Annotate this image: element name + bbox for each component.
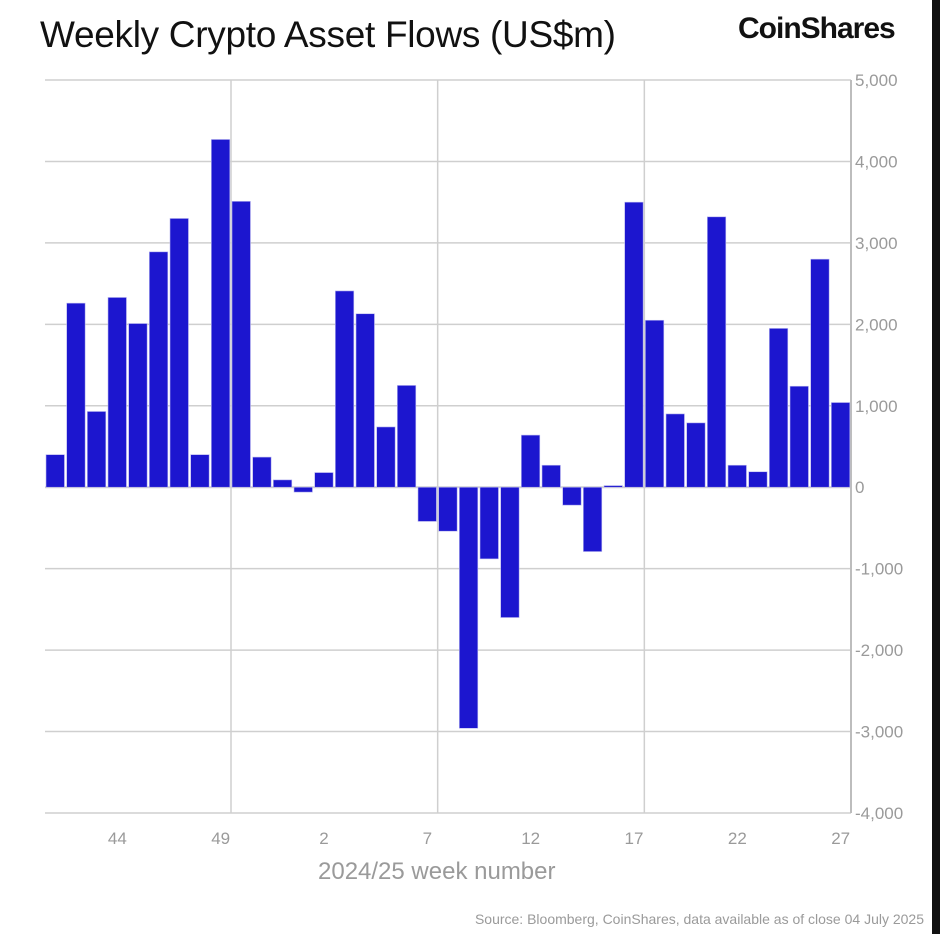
x-tick-label: 7 — [423, 829, 432, 848]
bar-week-12 — [521, 434, 541, 488]
bar-week-19 — [665, 413, 685, 488]
bar-week-45 — [128, 323, 148, 488]
bar-week-47 — [169, 218, 189, 488]
x-tick-label: 12 — [521, 829, 540, 848]
bar-week-46 — [149, 251, 169, 488]
y-tick-label: -1,000 — [855, 560, 903, 579]
bar-week-43 — [87, 411, 107, 488]
bar-week-1 — [293, 486, 313, 493]
bar-week-16 — [603, 485, 623, 488]
x-axis-label: 2024/25 week number — [318, 858, 556, 885]
bar-week-49 — [211, 139, 231, 488]
bar-week-3 — [335, 290, 355, 488]
bar-week-48 — [190, 454, 210, 488]
y-tick-label: 0 — [855, 478, 864, 497]
bar-week-24 — [769, 328, 789, 488]
bar-week-13 — [541, 464, 561, 488]
bar-week-14 — [562, 486, 582, 506]
window-edge — [932, 0, 940, 934]
x-tick-label: 2 — [319, 829, 328, 848]
bar-week-5 — [376, 426, 396, 488]
bar-week-22 — [727, 464, 747, 488]
y-tick-label: 2,000 — [855, 315, 898, 334]
y-tick-label: 3,000 — [855, 234, 898, 253]
bar-week-26 — [810, 258, 830, 488]
bar-week-4 — [355, 313, 375, 488]
y-tick-label: 1,000 — [855, 397, 898, 416]
bar-week-6 — [397, 385, 417, 488]
x-tick-label: 49 — [211, 829, 230, 848]
y-tick-label: -4,000 — [855, 804, 903, 823]
x-tick-label: 44 — [108, 829, 127, 848]
y-tick-label: 4,000 — [855, 152, 898, 171]
bar-week-18 — [645, 319, 665, 488]
bar-week-2 — [314, 472, 334, 488]
bar-week-51 — [252, 456, 272, 488]
y-tick-label: -3,000 — [855, 723, 903, 742]
bar-week-27 — [831, 402, 851, 488]
bar-week-25 — [789, 385, 809, 488]
bar-week-23 — [748, 471, 768, 488]
bar-week-44 — [107, 297, 127, 488]
bar-week-21 — [707, 216, 727, 488]
bar-week-11 — [500, 486, 520, 618]
bar-week-41 — [45, 454, 65, 488]
bar-week-7 — [417, 486, 437, 522]
bar-week-20 — [686, 422, 706, 488]
bar-week-42 — [66, 302, 86, 488]
bar-week-15 — [583, 486, 603, 552]
x-tick-label: 22 — [728, 829, 747, 848]
bar-week-10 — [479, 486, 499, 560]
source-note: Source: Bloomberg, CoinShares, data avai… — [474, 911, 924, 927]
chart-title: Weekly Crypto Asset Flows (US$m) — [40, 14, 616, 55]
bar-week-17 — [624, 201, 644, 488]
x-tick-label: 17 — [625, 829, 644, 848]
bar-week-50 — [231, 201, 251, 488]
bar-week-52 — [273, 479, 293, 488]
bar-week-8 — [438, 486, 458, 532]
x-tick-label: 27 — [831, 829, 850, 848]
bar-week-9 — [459, 486, 479, 729]
y-tick-label: 5,000 — [855, 71, 898, 90]
y-tick-label: -2,000 — [855, 641, 903, 660]
coinshares-logo: CoinShares — [738, 12, 896, 45]
